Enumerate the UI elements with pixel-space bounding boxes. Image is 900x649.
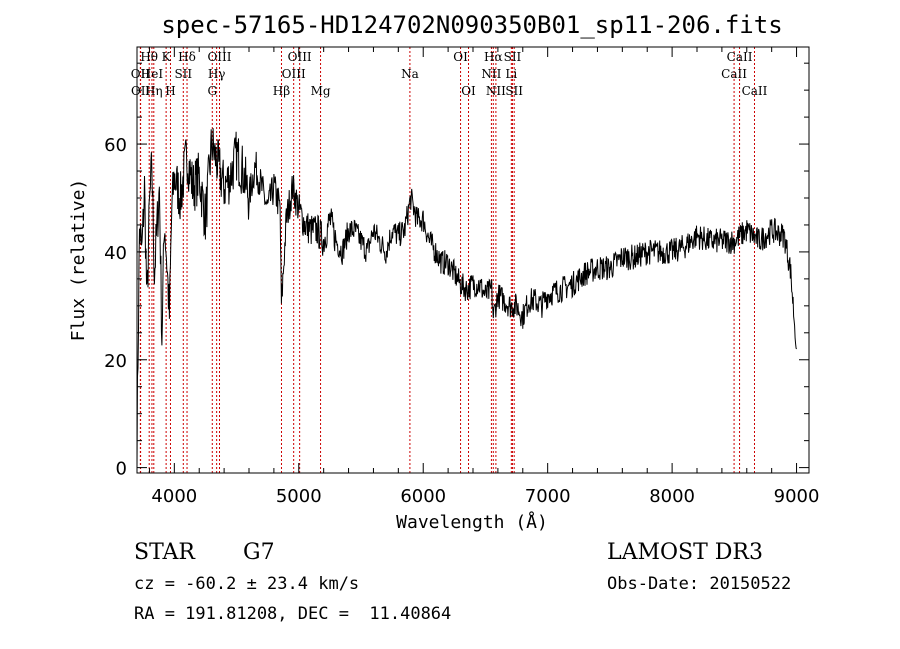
spectral-line-label: SII xyxy=(504,50,522,64)
y-tick-label: 40 xyxy=(104,243,127,264)
x-tick-label: 6000 xyxy=(400,486,446,507)
spectral-line-label: SII xyxy=(505,84,523,98)
spectral-line-label: G xyxy=(207,84,217,98)
spectral-line-label: Hη xyxy=(145,84,163,98)
y-axis: 0 20 40 60 xyxy=(104,62,809,480)
spectral-line-label: Hγ xyxy=(208,67,226,81)
spectral-line-label: K xyxy=(162,50,172,64)
spectral-line-label: CaII xyxy=(727,50,753,64)
spectral-line-label: HeI xyxy=(141,67,164,81)
x-axis: 4000 5000 6000 7000 8000 9000 xyxy=(148,47,820,507)
spectral-line-label: CaII xyxy=(742,84,768,98)
y-tick-label: 60 xyxy=(104,135,127,156)
spectral-line-label: OII xyxy=(131,67,151,81)
spectral-line-label: OII xyxy=(131,84,151,98)
spectral-line-label: OI xyxy=(461,84,476,98)
spectral-line-labels: OII OII Hθ HeI Hη K H SII Hδ OIII Hγ G Hβ OIII OIII Mg N… xyxy=(131,50,768,98)
spectral-line-label: CaII xyxy=(721,67,747,81)
coordinates: RA = 191.81208, DEC = 11.40864 xyxy=(134,604,452,624)
plot-frame xyxy=(136,46,810,474)
y-axis-label: Flux (relative) xyxy=(68,179,89,342)
spectral-line-label: H xyxy=(165,84,175,98)
y-tick-label: 0 xyxy=(116,459,127,480)
spectral-line-label: Hδ xyxy=(178,50,196,64)
chart-title: spec-57165-HD124702N090350B01_sp11-206.f… xyxy=(161,11,782,39)
spectral-line-label: Li xyxy=(505,67,517,81)
x-tick-label: 9000 xyxy=(774,486,820,507)
spectral-line-label: NII xyxy=(486,84,506,98)
redshift-velocity: cz = -60.2 ± 23.4 km/s xyxy=(134,574,360,594)
spectral-line-label: Hα xyxy=(484,50,503,64)
x-tick-label: 8000 xyxy=(649,486,695,507)
spectral-line-label: Hθ xyxy=(140,50,158,64)
object-class: STAR xyxy=(134,540,195,565)
spectral-line-label: Hβ xyxy=(273,84,290,98)
spectral-line-label: OI xyxy=(453,50,468,64)
spectral-line-label: OIII xyxy=(282,67,306,81)
spectral-line-label: Na xyxy=(401,67,419,81)
spectral-line-label: OIII xyxy=(207,50,231,64)
spectrum-line xyxy=(136,128,798,468)
spectral-line-label: OIII xyxy=(288,50,312,64)
x-tick-label: 5000 xyxy=(276,486,322,507)
x-tick-label: 7000 xyxy=(525,486,571,507)
observation-date: Obs-Date: 20150522 xyxy=(607,574,792,594)
spectral-subclass: G7 xyxy=(243,540,275,565)
spectral-line-label: Mg xyxy=(311,84,331,98)
survey-name: LAMOST DR3 xyxy=(607,540,763,565)
x-tick-label: 4000 xyxy=(151,486,197,507)
y-tick-label: 20 xyxy=(104,351,127,372)
spectral-line-label: SII xyxy=(174,67,192,81)
spectral-line-label: NII xyxy=(481,67,501,81)
x-axis-label: Wavelength (Å) xyxy=(396,511,548,533)
